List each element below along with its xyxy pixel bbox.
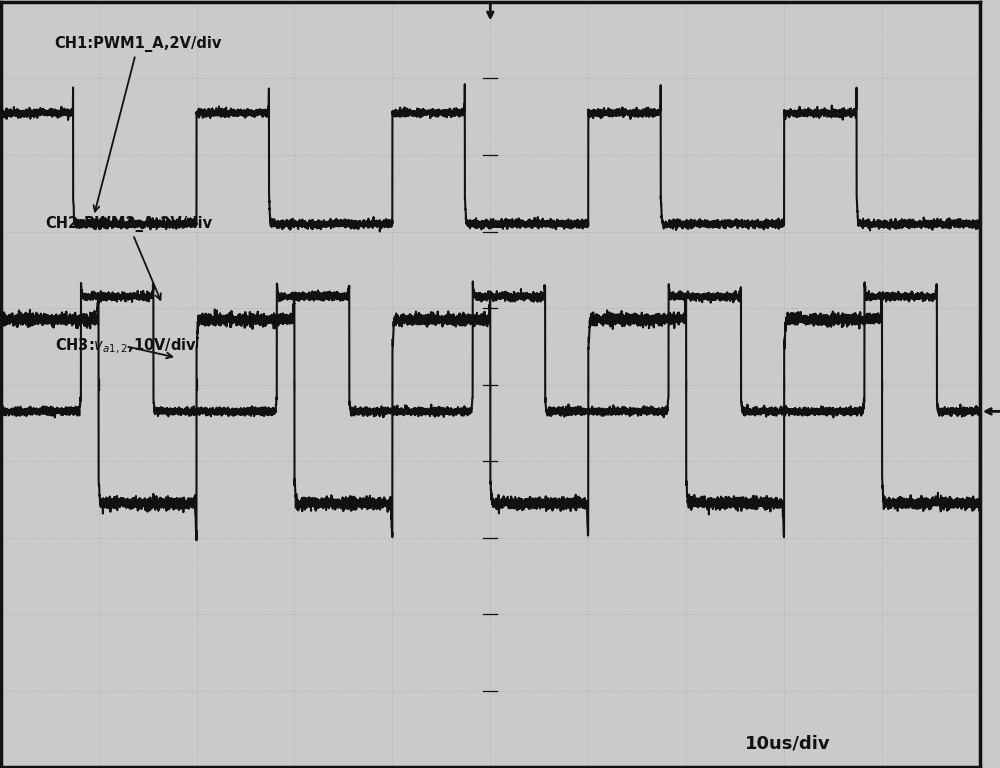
Text: CH1:PWM1_A,2V/div: CH1:PWM1_A,2V/div: [55, 36, 222, 211]
Text: CH2:PWM2_A,2V/div: CH2:PWM2_A,2V/div: [45, 216, 212, 300]
Text: 10us/div: 10us/div: [745, 734, 831, 752]
Text: CH3:$v_{a1,2}$,10V/div: CH3:$v_{a1,2}$,10V/div: [55, 336, 197, 359]
